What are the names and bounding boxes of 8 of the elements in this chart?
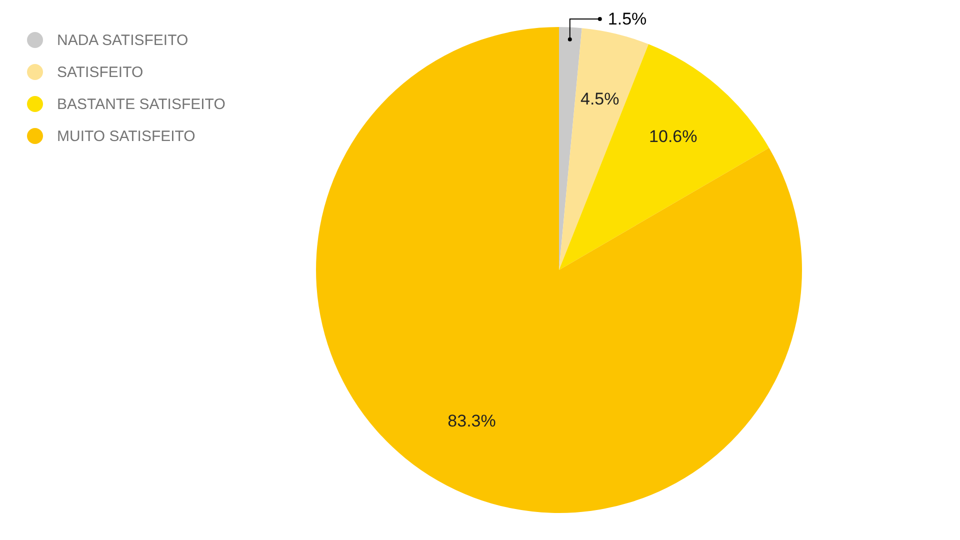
data-label: 83.3%	[448, 411, 496, 430]
legend-label: BASTANTE SATISFEITO	[57, 96, 226, 112]
legend-label: MUITO SATISFEITO	[57, 128, 196, 144]
data-label: 1.5%	[608, 10, 647, 29]
legend-label: SATISFEITO	[57, 64, 144, 80]
data-label: 4.5%	[580, 90, 620, 109]
data-label: 10.6%	[649, 127, 698, 146]
legend-label: NADA SATISFEITO	[57, 32, 188, 48]
